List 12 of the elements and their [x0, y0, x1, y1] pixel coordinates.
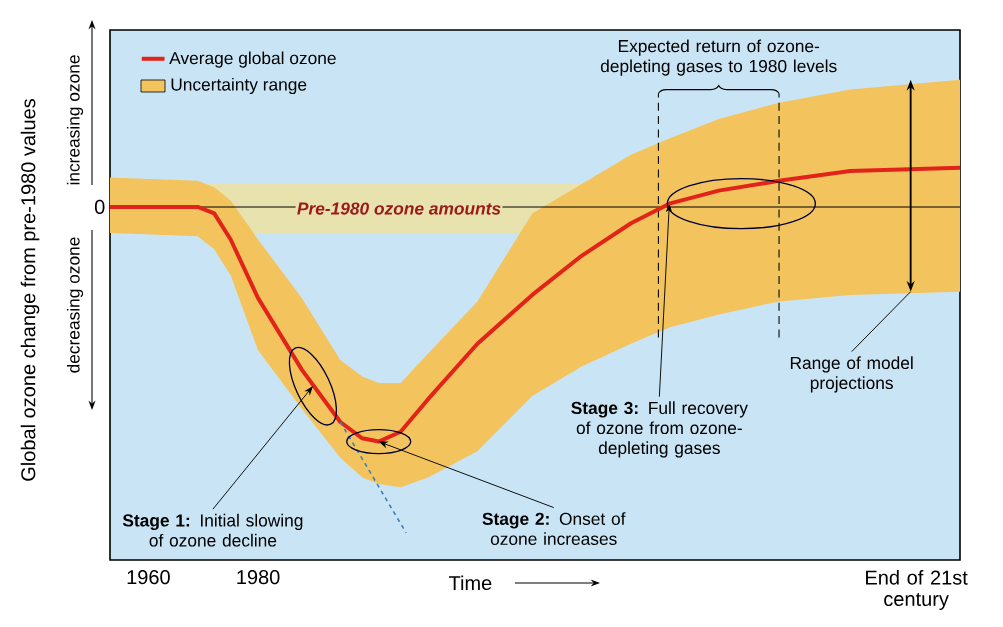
legend-label: Average global ozone [169, 51, 336, 68]
x-tick-label: 1960 [127, 570, 170, 585]
x-tick-label: End of 21st century [866, 570, 968, 610]
x-tick-label: 1980 [237, 570, 280, 585]
ref-line-label: 0 [94, 199, 105, 214]
y-axis-title: Global ozone change from pre-1980 values [20, 99, 40, 481]
annotation: Stage 1: Initial slowing of ozone decline [122, 513, 303, 547]
annotation: Stage 2: Onset of ozone increases [482, 512, 626, 545]
x-axis-title: Time [448, 575, 492, 591]
ref-line-label: Expected return of ozone-depleting gases to 1980 levels [600, 39, 837, 76]
text: increasing ozone [66, 55, 84, 185]
text: decreasing ozone [66, 237, 84, 373]
